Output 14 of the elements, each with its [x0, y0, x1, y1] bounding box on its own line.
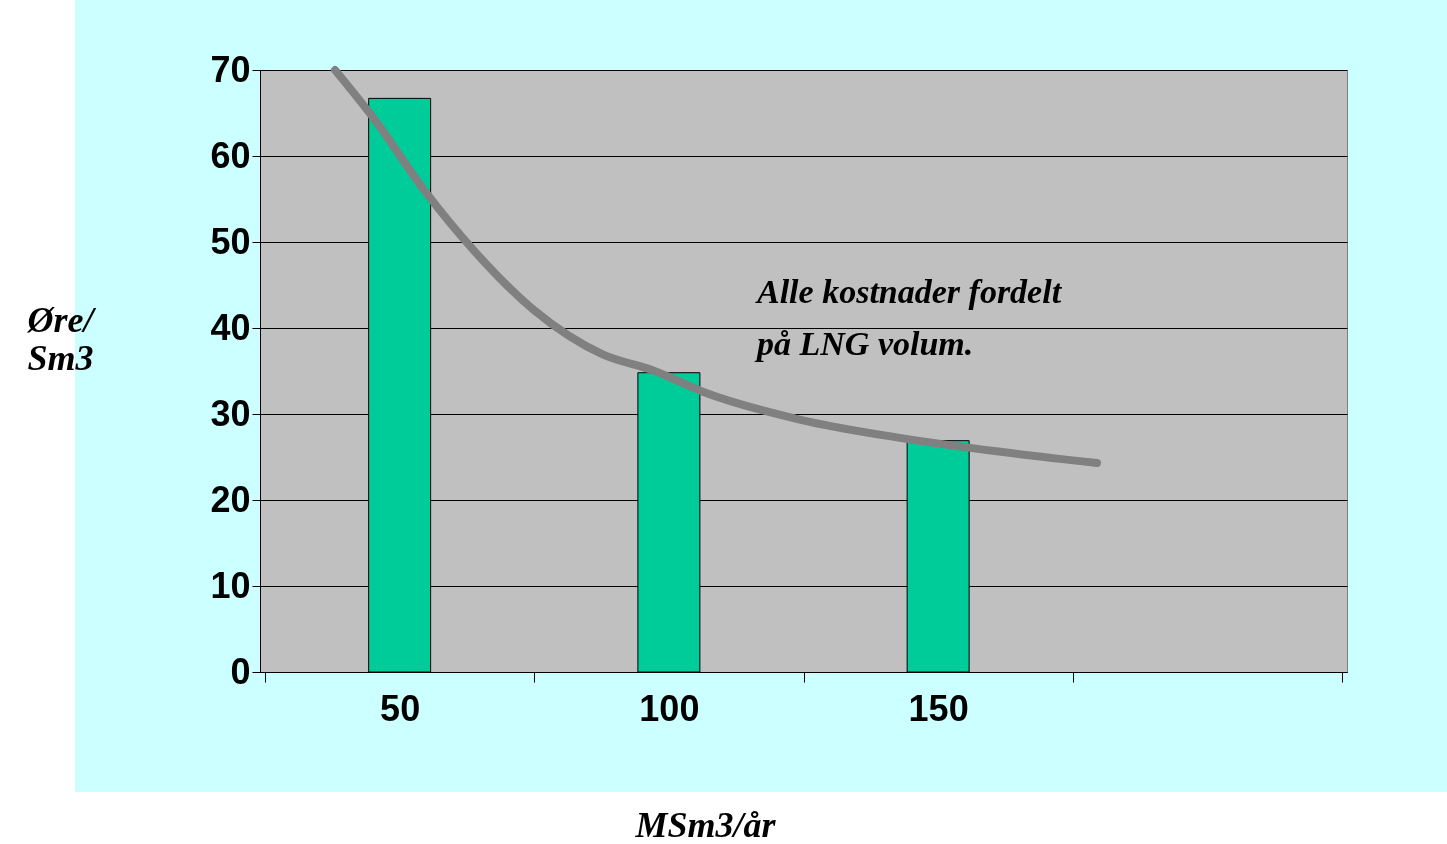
y-tick-label: 10 [210, 564, 251, 606]
y-tick-label: 40 [210, 306, 251, 348]
y-tick-label: 70 [210, 48, 251, 90]
x-tick-label: 50 [380, 687, 421, 729]
annotation: Alle kostnader fordelt på LNG volum. [754, 273, 1063, 362]
y-axis-title: Øre/ Sm3 [26, 299, 97, 378]
y-tick-label: 50 [210, 220, 251, 262]
y-tick-label: 20 [210, 478, 251, 520]
x-tick-label: 100 [639, 687, 700, 729]
x-axis-title: MSm3/år [634, 804, 777, 844]
y-tick-label: 0 [230, 650, 251, 692]
x-tick-label: 150 [908, 687, 969, 729]
y-tick-label: 30 [210, 392, 251, 434]
y-tick-label: 60 [210, 134, 251, 176]
